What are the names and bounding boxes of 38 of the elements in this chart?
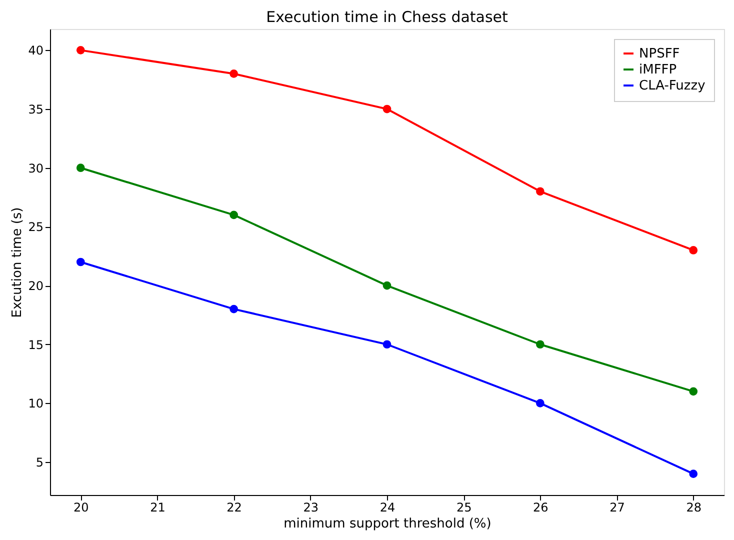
point bbox=[689, 470, 698, 478]
point bbox=[230, 210, 238, 220]
y-tick-label: 40 bbox=[28, 44, 44, 58]
y-axis-title: Excution time (s) bbox=[10, 207, 26, 318]
point bbox=[76, 258, 85, 266]
y-tick-label: 35 bbox=[28, 102, 44, 117]
y-tick-label: 10 bbox=[28, 396, 44, 411]
y-tick-label: 30 bbox=[28, 161, 44, 176]
point bbox=[382, 281, 392, 290]
y-tick-label: 5 bbox=[36, 456, 44, 470]
point bbox=[76, 46, 85, 54]
point bbox=[230, 70, 238, 78]
point bbox=[536, 399, 544, 408]
x-tick-label: 27 bbox=[610, 500, 625, 514]
point bbox=[536, 187, 544, 196]
point bbox=[689, 387, 698, 396]
legend-label: CLA-Fuzzy bbox=[639, 78, 706, 94]
y-tick-label: 20 bbox=[28, 279, 44, 294]
chart-title: Execution time in Chess dataset bbox=[266, 8, 508, 26]
x-tick-label: 28 bbox=[686, 500, 702, 514]
point bbox=[76, 164, 85, 172]
point bbox=[689, 246, 698, 254]
x-tick-label: 20 bbox=[73, 500, 89, 514]
x-tick-label: 21 bbox=[150, 500, 166, 514]
point bbox=[536, 340, 544, 349]
y-tick-label: 15 bbox=[28, 338, 44, 352]
point bbox=[382, 340, 392, 349]
point bbox=[230, 304, 238, 314]
point bbox=[382, 104, 392, 114]
x-tick-label: 26 bbox=[533, 500, 548, 514]
x-tick-label: 22 bbox=[226, 500, 242, 514]
legend-label: NPSFF bbox=[639, 46, 680, 62]
y-tick-label: 25 bbox=[28, 220, 44, 234]
x-axis-title: minimum support threshold (%) bbox=[284, 516, 492, 532]
x-tick-label: 25 bbox=[456, 500, 472, 514]
x-tick-label: 23 bbox=[303, 500, 319, 514]
legend-label: iMFFP bbox=[639, 62, 677, 78]
x-tick-label: 24 bbox=[380, 500, 396, 514]
